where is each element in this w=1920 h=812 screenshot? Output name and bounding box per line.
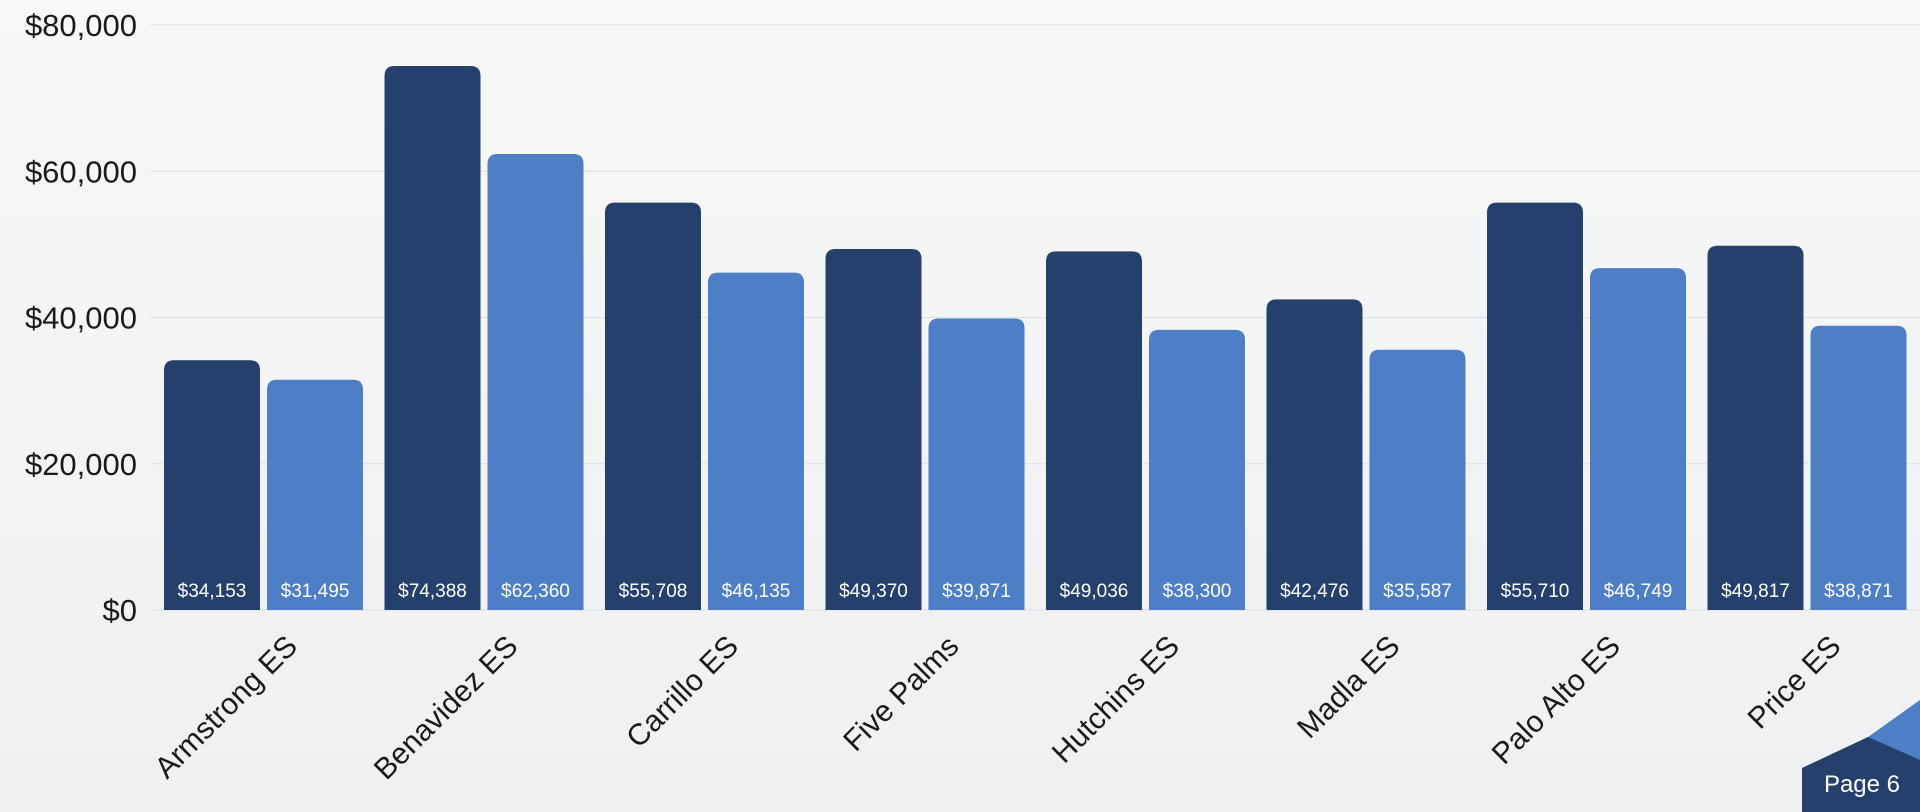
x-tick-label: Armstrong ES [149,630,304,785]
data-label: $39,871 [942,581,1011,602]
data-label: $46,135 [722,581,791,602]
bar [1707,245,1804,610]
data-label: $55,708 [619,581,688,602]
x-tick-label: Palo Alto ES [1486,630,1627,771]
data-label: $35,587 [1383,581,1452,602]
data-label: $49,817 [1721,581,1790,602]
y-tick-label: $80,000 [25,8,137,43]
bar [928,318,1025,610]
data-label: $74,388 [398,581,467,602]
data-label: $38,300 [1163,581,1232,602]
bar [825,248,922,610]
y-tick-label: $0 [103,593,137,628]
x-tick-label: Five Palms [837,630,965,758]
bar [1149,329,1245,610]
data-label: $49,370 [839,581,908,602]
bar [1590,268,1686,610]
y-tick-label: $60,000 [25,154,137,189]
bar [1487,202,1583,611]
x-tick-label: Benavidez ES [368,630,525,787]
bar [708,272,804,610]
bar [267,379,363,610]
x-tick-label: Price ES [1742,630,1848,736]
data-label: $42,476 [1280,581,1349,602]
data-label: $34,153 [178,581,247,602]
bar [605,202,701,610]
bar [164,360,260,610]
bar [1046,251,1142,610]
data-label: $46,749 [1604,581,1673,602]
page-number: Page 6 [1823,771,1901,798]
data-label: $49,036 [1060,581,1129,602]
x-tick-label: Madla ES [1291,630,1406,745]
data-label: $31,495 [281,581,350,602]
bar [384,66,481,611]
bar [1810,325,1907,610]
bar [1369,349,1466,610]
x-tick-label: Carrillo ES [620,630,745,755]
x-tick-label: Hutchins ES [1046,630,1186,770]
bar [1266,299,1363,610]
y-tick-label: $20,000 [25,447,137,482]
data-label: $62,360 [501,581,570,602]
y-tick-label: $40,000 [25,301,137,336]
bar [487,153,584,610]
data-label: $55,710 [1501,581,1570,602]
data-label: $38,871 [1824,581,1893,602]
